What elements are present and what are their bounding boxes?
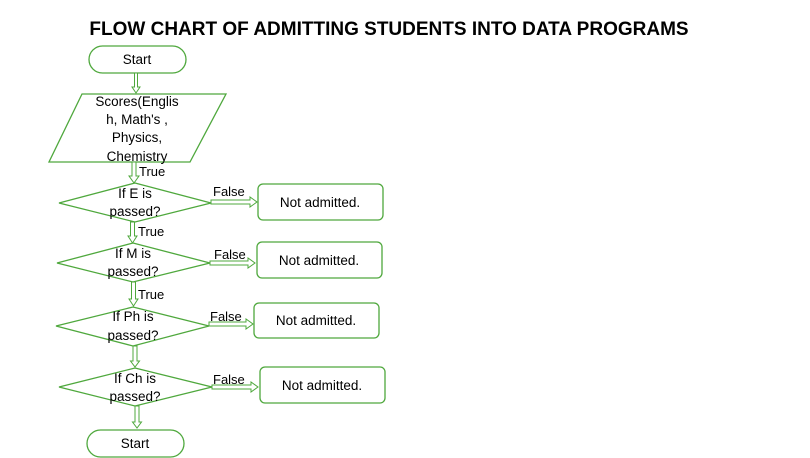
arrow-decision-e-false: [210, 196, 258, 208]
input-line-3: Physics,: [112, 130, 162, 145]
outcome-box-ph: [253, 302, 380, 339]
decision-ch-line-2: passed?: [109, 389, 160, 404]
input-line-2: h, Math's ,: [106, 112, 168, 127]
false-label-m: False: [214, 247, 246, 262]
decision-m-line-2: passed?: [107, 264, 158, 279]
true-label-1: True: [139, 164, 165, 179]
outcome-ph-text: Not admitted.: [276, 313, 356, 328]
decision-ph-line-1: If Ph is: [112, 309, 154, 324]
decision-e-line-1: If E is: [118, 186, 152, 201]
decision-ch-line-1: If Ch is: [114, 371, 156, 386]
decision-m-line-1: If M is: [115, 246, 151, 261]
outcome-box-ch: [259, 366, 386, 404]
arrow-decision-m-false: [209, 257, 256, 269]
arrow-decision-ch-false: [211, 381, 259, 393]
start-label-bottom: Start: [121, 436, 150, 451]
arrow-decision-ph-false: [208, 318, 254, 330]
false-label-e: False: [213, 184, 245, 199]
diagram-title: FLOW CHART OF ADMITTING STUDENTS INTO DA…: [89, 19, 688, 40]
arrow-decision-e-to-m: [127, 221, 138, 244]
false-label-ch: False: [213, 372, 245, 387]
input-line-4: Chemistry: [107, 149, 168, 164]
outcome-box-m: [256, 241, 383, 279]
outcome-e-text: Not admitted.: [280, 195, 360, 210]
outcome-ch-text: Not admitted.: [282, 378, 362, 393]
arrow-decision-m-to-ph: [128, 281, 139, 307]
arrow-decision-ph-to-ch: [129, 345, 141, 368]
outcome-m-text: Not admitted.: [279, 253, 359, 268]
arrow-decision-ch-to-end: [131, 405, 143, 429]
start-terminator-bottom: [86, 429, 185, 458]
arrow-input-to-decision-e: [128, 161, 140, 184]
decision-e-line-2: passed?: [109, 204, 160, 219]
input-parallelogram: [47, 93, 228, 163]
outcome-box-e: [257, 183, 384, 221]
true-label-2: True: [138, 224, 164, 239]
true-label-3: True: [138, 287, 164, 302]
arrow-start-to-input: [131, 72, 141, 94]
start-label-top: Start: [123, 52, 152, 67]
false-label-ph: False: [210, 309, 242, 324]
input-line-1: Scores(Englis: [95, 94, 179, 109]
decision-ph-line-2: passed?: [107, 328, 158, 343]
